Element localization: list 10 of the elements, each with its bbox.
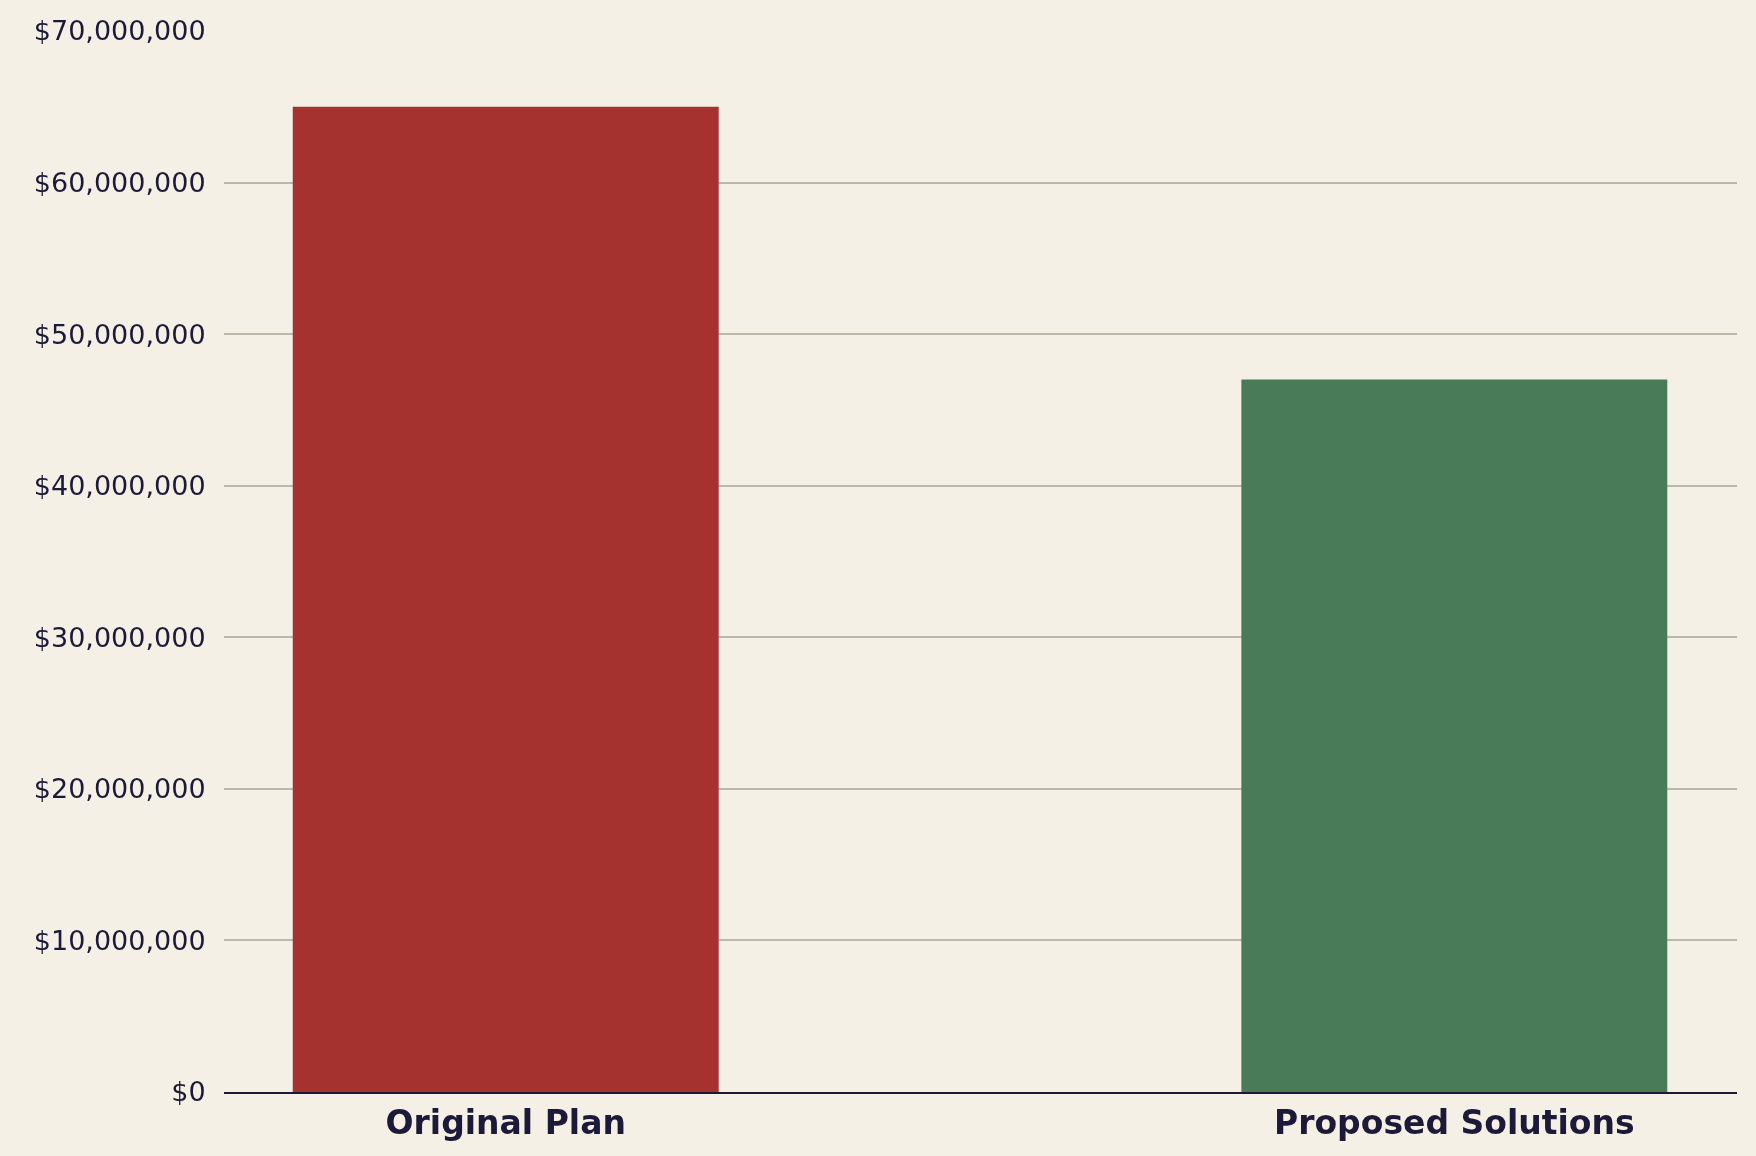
y-tick-label: $50,000,000 [33, 318, 206, 350]
y-tick-label: $40,000,000 [33, 470, 206, 502]
y-tick-label: $20,000,000 [33, 773, 206, 805]
x-tick-label: Proposed Solutions [1273, 1102, 1635, 1142]
y-tick-label: $60,000,000 [33, 167, 206, 199]
y-tick-label: $0 [171, 1076, 206, 1108]
y-tick-label: $30,000,000 [33, 621, 206, 653]
y-tick-label: $10,000,000 [33, 924, 206, 956]
y-tick-label: $70,000,000 [33, 15, 206, 47]
x-tick-label: Original Plan [385, 1102, 626, 1142]
